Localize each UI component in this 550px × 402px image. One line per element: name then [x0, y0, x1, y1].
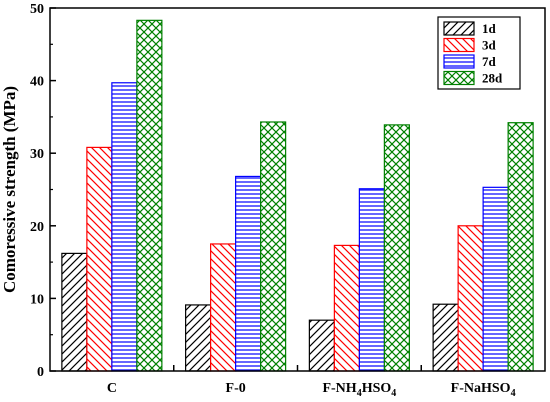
bar-7d-C: [111, 82, 138, 372]
bar-28d-F-NH4HSO4: [383, 124, 410, 372]
y-tick-label: 20: [30, 220, 44, 235]
legend-label-3d: 3d: [482, 38, 497, 53]
y-tick-label: 0: [37, 365, 44, 380]
y-axis-label: Comoressive strength (MPa): [0, 86, 19, 293]
bar-1d-F-NaHSO4: [432, 303, 459, 372]
bar-7d-F-0: [235, 175, 262, 372]
bar-1d-F-NH4HSO4: [308, 319, 335, 372]
y-tick-label: 10: [30, 292, 44, 307]
y-tick-label: 40: [30, 75, 44, 90]
bars-layer: [61, 19, 534, 372]
legend-label-7d: 7d: [482, 54, 497, 69]
bar-3d-F-0: [210, 243, 237, 372]
legend-swatch-1d: [443, 21, 475, 36]
bar-3d-F-NH4HSO4: [333, 244, 360, 372]
bar-1d-C: [61, 252, 88, 372]
y-tick-label: 30: [30, 147, 44, 162]
legend-swatch-7d: [443, 54, 475, 69]
bar-28d-F-NaHSO4: [507, 122, 534, 372]
bar-28d-F-0: [260, 121, 287, 372]
y-tick-label: 50: [30, 2, 44, 17]
bar-28d-C: [136, 19, 163, 372]
x-category-label: F-0: [226, 381, 246, 396]
legend-label-28d: 28d: [482, 71, 503, 86]
legend-swatch-28d: [443, 70, 475, 86]
legend-swatch-3d: [443, 37, 475, 53]
x-category-label: C: [107, 381, 117, 396]
bar-1d-F-0: [185, 304, 212, 372]
bar-7d-F-NaHSO4: [482, 186, 509, 372]
bar-3d-F-NaHSO4: [457, 225, 484, 372]
legend-label-1d: 1d: [482, 21, 497, 36]
x-category-label: F-NaHSO4: [451, 381, 516, 399]
x-category-label: F-NH4HSO4: [322, 381, 396, 399]
bar-7d-F-NH4HSO4: [358, 188, 385, 372]
bar-3d-C: [86, 146, 113, 372]
